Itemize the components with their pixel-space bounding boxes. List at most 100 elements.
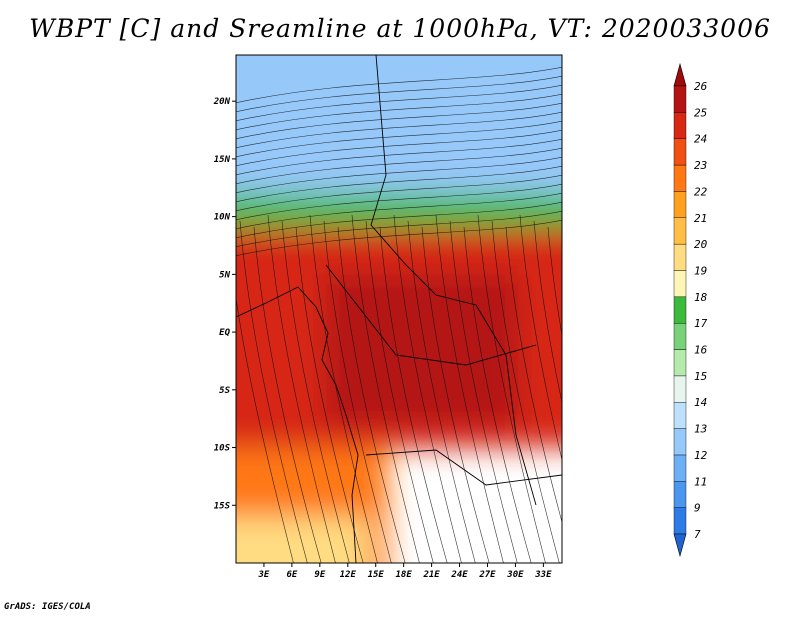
colorbar-label: 20 xyxy=(694,238,708,251)
streamline xyxy=(309,214,378,563)
credit-text: GrADS: IGES/COLA xyxy=(4,602,91,612)
streamline xyxy=(267,214,336,563)
map-frame xyxy=(235,54,563,564)
x-tick-label: 27E xyxy=(478,570,496,580)
border-line xyxy=(365,449,562,486)
colorbar-box xyxy=(673,270,687,298)
streamline xyxy=(393,214,462,563)
x-tick-label: 30E xyxy=(506,570,524,580)
streamline xyxy=(236,201,562,239)
streamline xyxy=(547,226,562,338)
colorbar-label: 13 xyxy=(694,423,707,436)
coastline xyxy=(236,286,359,563)
colorbar-box xyxy=(673,428,687,456)
streamline xyxy=(463,226,532,563)
y-tick-label: EQ xyxy=(219,328,230,338)
streamline xyxy=(236,93,562,131)
streamline xyxy=(477,214,546,563)
colorbar-box xyxy=(673,375,687,403)
y-tick-label: 5S xyxy=(219,386,230,396)
colorbar-cap-bottom xyxy=(673,533,687,558)
colorbar-box xyxy=(673,296,687,324)
y-tick-label: 15S xyxy=(214,501,231,511)
streamline xyxy=(236,147,562,185)
y-tick-label: 15N xyxy=(214,155,231,165)
streamline xyxy=(236,192,562,230)
colorbar-box xyxy=(673,322,687,350)
streamline xyxy=(337,226,406,563)
colorbar-cap-top xyxy=(673,62,687,87)
colorbar-label: 9 xyxy=(694,502,701,515)
x-tick-label: 18E xyxy=(396,570,413,580)
colorbar-label: 16 xyxy=(694,344,708,357)
map-area xyxy=(236,55,646,573)
streamline xyxy=(236,296,294,563)
streamline xyxy=(236,183,562,221)
streamline xyxy=(236,165,562,203)
streamline xyxy=(253,226,322,563)
region-southwest-coast xyxy=(236,516,370,563)
x-axis: 3E 6E 9E 12E 15E 18E 21E 24E 27E 30E 33E xyxy=(258,563,552,580)
colorbar-box xyxy=(673,138,687,166)
streamline xyxy=(236,75,562,113)
colorbar-label: 14 xyxy=(694,396,707,409)
streamline xyxy=(236,129,562,167)
streamline xyxy=(236,120,562,158)
colorbar-box xyxy=(673,349,687,377)
colorbar-label: 22 xyxy=(694,185,708,198)
streamline xyxy=(236,174,562,212)
streamline xyxy=(236,156,562,194)
colorbar-label: 11 xyxy=(694,475,707,488)
colorbar-label: 21 xyxy=(694,212,707,225)
colorbar-label: 19 xyxy=(694,264,707,277)
colorbar-label: 7 xyxy=(694,528,701,541)
colorbar-box xyxy=(673,164,687,192)
streamline xyxy=(236,111,562,149)
chart-title: WBPT [C] and Sreamline at 1000hPa, VT: 2… xyxy=(29,14,771,43)
colorbar-box xyxy=(673,85,687,113)
border-line xyxy=(325,264,537,366)
colorbar-box xyxy=(673,454,687,482)
colorbar-box xyxy=(673,112,687,139)
streamline xyxy=(576,221,646,573)
streamline xyxy=(236,210,562,248)
x-tick-label: 9E xyxy=(314,570,325,580)
streamline xyxy=(365,220,434,563)
wbpt-field xyxy=(236,55,562,563)
colorbar-box xyxy=(673,402,687,429)
streamline xyxy=(519,214,562,462)
x-tick-label: 12E xyxy=(340,570,357,580)
y-tick-label: 10S xyxy=(214,444,231,454)
streamline xyxy=(491,220,560,563)
y-tick-label: 5N xyxy=(219,270,230,280)
streamline xyxy=(236,219,562,257)
colorbar-box xyxy=(673,243,687,271)
streamline xyxy=(407,220,476,563)
region-congo-core xyxy=(326,274,519,425)
streamline xyxy=(379,226,448,563)
streamline xyxy=(505,226,562,524)
colorbar-label: 15 xyxy=(694,370,707,383)
streamline xyxy=(435,214,504,563)
colorbar-label: 26 xyxy=(694,80,708,93)
x-tick-label: 3E xyxy=(258,570,270,580)
border-line xyxy=(370,55,537,506)
colorbar: 7 9 11 12 13 14 15 16 17 18 19 20 21 22 23 24 25 26 xyxy=(673,62,708,558)
streamline xyxy=(239,220,308,563)
x-tick-label: 15E xyxy=(368,570,385,580)
y-tick-label: 20N xyxy=(213,97,231,107)
colorbar-box xyxy=(673,507,687,535)
x-tick-label: 21E xyxy=(422,570,440,580)
colorbar-label: 25 xyxy=(694,106,707,119)
colorbar-label: 23 xyxy=(694,159,707,172)
x-tick-label: 6E xyxy=(286,570,297,580)
streamline xyxy=(421,226,490,563)
x-tick-label: 24E xyxy=(450,570,468,580)
streamline xyxy=(351,214,420,563)
colorbar-box xyxy=(673,217,687,245)
streamline xyxy=(449,220,518,563)
streamlines xyxy=(236,66,646,573)
colorbar-box xyxy=(673,191,687,218)
streamline xyxy=(236,102,562,140)
